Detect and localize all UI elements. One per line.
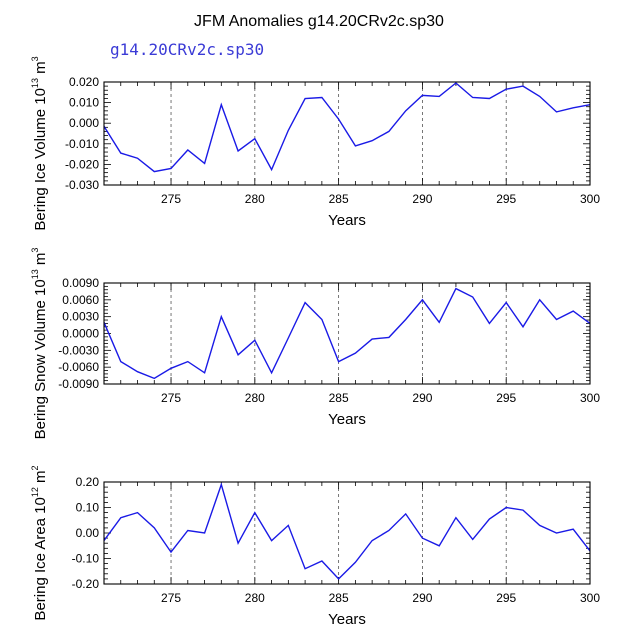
x-tick-label: 295 [496, 391, 516, 405]
y-axis-label-unit-exponent: 2 [30, 465, 40, 470]
panel-2: 275 280 285 290 295 300 -0.0090 -0.0060 -0.0030 0… [30, 248, 600, 440]
x-tick-label: 280 [245, 591, 265, 605]
series-line [103, 287, 591, 380]
x-tick-label: 275 [161, 391, 181, 405]
x-axis-label: Years [328, 212, 366, 229]
x-tick-label: 300 [580, 192, 600, 206]
x-tick-label: 275 [161, 591, 181, 605]
y-tick-label: 0.020 [69, 75, 99, 89]
y-tick-label: -0.0090 [58, 377, 99, 391]
panel-1: 275 280 285 290 295 300 -0.030 -0.020 -0.010 0.00… [30, 56, 600, 230]
plot-frame [103, 81, 591, 186]
chart-subtitle: g14.20CRv2c.sp30 [110, 40, 264, 59]
x-tick-label: 295 [496, 192, 516, 206]
y-axis-label-exponent: 12 [30, 487, 40, 497]
y-axis-label-unit-exponent: 3 [30, 248, 40, 253]
y-tick-label: -0.020 [65, 157, 99, 171]
y-tick-label: -0.010 [65, 137, 99, 151]
x-tick-label: 275 [161, 192, 181, 206]
y-tick-label: -0.030 [65, 178, 99, 192]
y-tick-label: 0.00 [76, 526, 100, 540]
y-tick-label: 0.010 [69, 96, 99, 110]
y-tick-label: -0.0030 [58, 343, 99, 357]
y-tick-label: 0.0060 [62, 293, 99, 307]
y-axis-label: Bering Ice Volume 1013 m3 [30, 56, 49, 230]
y-axis-label-unit: m [32, 470, 49, 487]
y-tick-label: 0.0000 [62, 327, 99, 341]
y-axis-label-exponent: 13 [30, 78, 40, 88]
series-line [103, 82, 591, 173]
y-tick-label: -0.0060 [58, 360, 99, 374]
y-axis-label: Bering Ice Area 1012 m2 [30, 465, 49, 620]
panels: 275 280 285 290 295 300 -0.030 -0.020 -0.010 0.00… [30, 56, 600, 628]
y-axis-label-main: Bering Ice Volume 10 [32, 88, 49, 231]
y-axis-label-main: Bering Ice Area 10 [32, 497, 49, 620]
y-tick-label: 0.000 [69, 116, 99, 130]
panel-3: 275 280 285 290 295 300 -0.20 -0.10 0.00 0.10 0.20… [30, 465, 600, 628]
y-axis-label-unit: m [32, 253, 49, 270]
x-axis-label: Years [328, 411, 366, 428]
x-tick-label: 300 [580, 391, 600, 405]
y-tick-label: 0.20 [76, 475, 100, 489]
y-tick-label: 0.0030 [62, 310, 99, 324]
x-tick-label: 300 [580, 591, 600, 605]
y-tick-label: -0.20 [72, 577, 100, 591]
y-axis-label-unit: m [32, 61, 49, 78]
x-tick-label: 280 [245, 192, 265, 206]
y-axis-label-main: Bering Snow Volume 10 [32, 279, 49, 439]
x-tick-label: 290 [412, 192, 432, 206]
y-axis-label-exponent: 13 [30, 269, 40, 279]
y-tick-label: 0.10 [76, 501, 100, 515]
x-tick-label: 280 [245, 391, 265, 405]
plot-frame [103, 282, 591, 385]
y-tick-label: 0.0090 [62, 276, 99, 290]
x-tick-label: 285 [329, 391, 349, 405]
y-tick-label: -0.10 [72, 552, 100, 566]
y-axis-label: Bering Snow Volume 1013 m3 [30, 248, 49, 440]
x-tick-label: 290 [412, 391, 432, 405]
plot-frame [103, 481, 591, 585]
series-line [103, 482, 591, 580]
x-tick-label: 285 [329, 192, 349, 206]
x-tick-label: 290 [412, 591, 432, 605]
y-axis-label-unit-exponent: 3 [30, 56, 40, 61]
x-axis-label: Years [328, 611, 366, 628]
chart-title: JFM Anomalies g14.20CRv2c.sp30 [194, 13, 444, 30]
x-tick-label: 295 [496, 591, 516, 605]
x-tick-label: 285 [329, 591, 349, 605]
